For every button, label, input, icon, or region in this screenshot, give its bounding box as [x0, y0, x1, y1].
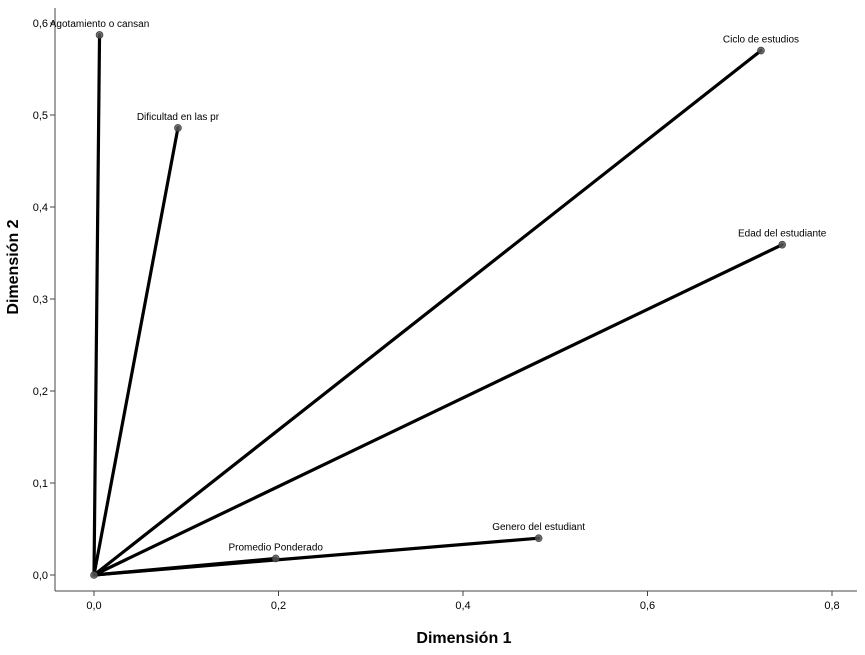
x-ticks: 0,0 0,2 0,4 0,6 0,8 [86, 591, 840, 612]
y-tick-label: 0,1 [33, 478, 48, 490]
x-tick-label: 0,6 [640, 600, 655, 612]
y-tick-label: 0,2 [33, 386, 48, 398]
vector-line [92, 33, 102, 577]
vector-line [92, 556, 278, 577]
y-tick-label: 0,5 [33, 110, 48, 122]
origin-point [90, 571, 98, 579]
point-label: Genero del estudiant [492, 522, 585, 533]
x-tick-label: 0,0 [86, 600, 101, 612]
data-point [271, 554, 280, 563]
x-tick-label: 0,8 [824, 600, 839, 612]
axes [54, 8, 857, 592]
point-label: Dificultad en las pr [137, 112, 220, 123]
point-label: Agotamiento o cansan [50, 19, 150, 30]
vector-line [92, 48, 763, 577]
x-tick-label: 0,2 [271, 600, 286, 612]
vectors [92, 33, 784, 577]
y-tick-label: 0,0 [33, 570, 48, 582]
vector-line [92, 243, 784, 577]
y-tick-label: 0,3 [33, 294, 48, 306]
point-label: Promedio Ponderado [228, 542, 323, 553]
vector-line [92, 126, 180, 577]
data-point [534, 534, 543, 543]
data-point [757, 46, 765, 55]
y-ticks: 0,0 0,1 0,2 0,3 0,4 0,5 0,6 [33, 18, 55, 582]
x-axis-title: Dimensión 1 [416, 630, 511, 647]
point-label: Edad del estudiante [738, 229, 827, 240]
point-labels: Agotamiento o cansan Dificultad en las pr… [50, 19, 827, 553]
data-point [95, 31, 104, 39]
data-point [174, 124, 182, 132]
y-axis-title: Dimensión 2 [5, 219, 22, 314]
y-tick-label: 0,6 [33, 18, 48, 30]
x-tick-label: 0,4 [455, 600, 470, 612]
y-tick-label: 0,4 [33, 202, 48, 214]
data-point [778, 240, 786, 249]
point-label: Ciclo de estudios [723, 35, 799, 46]
points [90, 31, 786, 579]
